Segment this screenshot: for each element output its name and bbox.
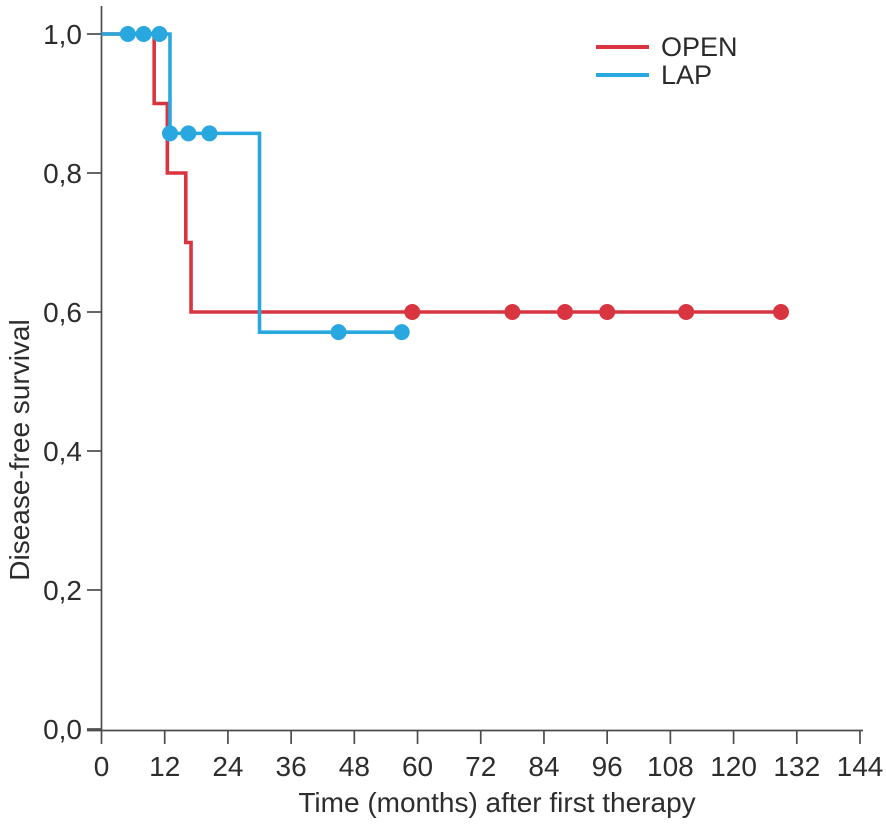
x-tick-label: 108 (647, 751, 694, 782)
x-tick-label: 48 (339, 751, 370, 782)
lap-censor-mark (330, 324, 347, 341)
y-tick-label: 1,0 (43, 19, 82, 50)
x-tick-label: 0 (94, 751, 110, 782)
x-tick-label: 84 (528, 751, 559, 782)
x-tick-label: 36 (276, 751, 307, 782)
legend-item-open: OPEN (596, 33, 738, 61)
x-tick-label: 132 (773, 751, 820, 782)
x-tick-label: 120 (710, 751, 757, 782)
y-tick-label: 0,8 (43, 158, 82, 189)
lap-censor-mark (180, 125, 197, 142)
y-tick-label: 0,2 (43, 575, 82, 606)
lap-censor-mark (119, 26, 136, 42)
lap-line-swatch (596, 73, 649, 77)
open-series-line (101, 32, 781, 314)
y-tick-label: 0,4 (43, 436, 82, 467)
lap-censor-mark (161, 125, 178, 142)
legend: OPEN LAP (596, 33, 738, 89)
y-tick-label: 0,0 (43, 714, 82, 745)
open-censor-mark (504, 304, 521, 320)
legend-label-lap: LAP (661, 60, 713, 90)
x-tick-label: 60 (402, 751, 433, 782)
lap-censor-mark (135, 26, 152, 42)
lap-censor-mark (201, 125, 218, 142)
y-tick-label: 0,6 (43, 297, 82, 328)
lap-censor-mark (393, 324, 410, 341)
open-censor-mark (678, 304, 695, 320)
open-line-swatch (596, 45, 649, 49)
open-censor-mark (599, 304, 616, 320)
lap-censor-mark (151, 26, 168, 42)
x-tick-label: 12 (149, 751, 180, 782)
open-censor-mark (404, 304, 421, 320)
open-censor-mark (557, 304, 574, 320)
open-censor-mark (772, 304, 789, 320)
y-axis-title: Disease-free survival (4, 319, 35, 581)
x-tick-label: 144 (837, 751, 884, 782)
x-tick-label: 96 (592, 751, 623, 782)
x-axis-title: Time (months) after first therapy (298, 787, 696, 818)
legend-label-open: OPEN (661, 32, 738, 62)
lap-series-line (101, 32, 402, 334)
x-tick-label: 24 (212, 751, 243, 782)
legend-item-lap: LAP (596, 61, 738, 89)
x-tick-label: 72 (465, 751, 496, 782)
